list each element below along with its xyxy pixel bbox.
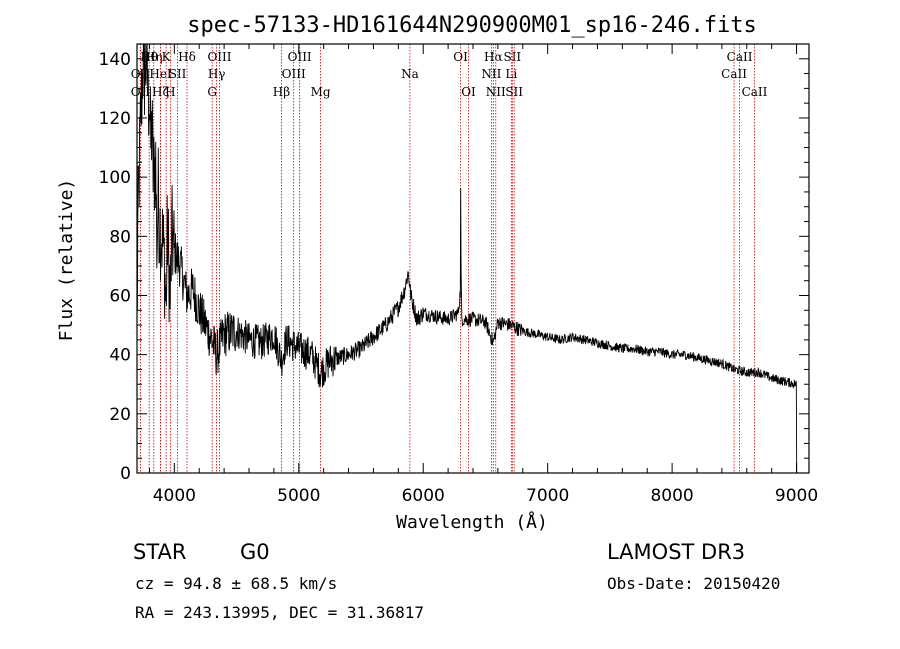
line-marker-label: K: [162, 50, 172, 64]
y-tick-label: 80: [109, 227, 131, 247]
line-marker-label: OIII: [282, 67, 306, 81]
y-tick-label: 0: [120, 464, 131, 484]
line-marker-label: OIII: [207, 50, 231, 64]
line-marker-label: CaII: [727, 50, 753, 64]
line-marker-label: OI: [453, 50, 468, 64]
coordinates: RA = 243.13995, DEC = 31.36817: [135, 603, 424, 622]
x-tick-label: 8000: [650, 486, 693, 506]
line-marker-label: OI: [461, 85, 476, 99]
x-tick-label: 7000: [526, 486, 569, 506]
line-marker-label: H: [165, 85, 175, 99]
line-marker-label: G: [207, 85, 217, 99]
line-marker-label: Hγ: [208, 67, 226, 81]
line-marker-label: NII: [481, 67, 501, 81]
y-axis-ticks: 0 20 40 60 80 100 120 140: [99, 43, 809, 484]
y-tick-label: 100: [99, 168, 131, 188]
line-marker-label: Hδ: [178, 50, 196, 64]
line-marker-label: Li: [505, 67, 517, 81]
line-marker-label: Hζ: [152, 85, 169, 99]
y-tick-label: 40: [109, 346, 131, 366]
spectrum: [136, 43, 798, 474]
emission-line-markers: OIIOIIHθHηHeIHζKHSIIHδGHγOIIIHβOIIIOIIIM…: [131, 44, 768, 473]
x-tick-label: 9000: [775, 486, 818, 506]
chart-title: spec-57133-HD161644N290900M01_sp16-246.f…: [187, 13, 757, 38]
redshift-info: cz = 94.8 ± 68.5 km/s: [135, 574, 338, 593]
line-marker-label: NII: [486, 85, 506, 99]
line-marker-label: Hη: [145, 50, 163, 64]
line-marker-label: SII: [503, 50, 521, 64]
line-marker-label: SII: [169, 67, 187, 81]
line-marker-label: OIII: [288, 50, 312, 64]
line-marker-label: Hα: [484, 50, 503, 64]
line-marker-label: CaII: [721, 67, 747, 81]
y-tick-label: 20: [109, 405, 131, 425]
line-marker-label: Hβ: [273, 85, 290, 99]
line-marker-label: Na: [401, 67, 419, 81]
line-marker-label: Mg: [311, 85, 331, 99]
x-tick-label: 5000: [277, 486, 320, 506]
y-tick-label: 140: [99, 50, 131, 70]
y-axis-label: Flux (relative): [56, 179, 77, 342]
plot-frame: [136, 43, 810, 474]
y-tick-label: 60: [109, 286, 131, 306]
survey-name: LAMOST DR3: [607, 540, 746, 564]
x-tick-label: 6000: [402, 486, 445, 506]
line-marker-label: CaII: [742, 85, 768, 99]
x-axis-label: Wavelength (Å): [396, 511, 548, 533]
flux-series-line: [136, 43, 798, 474]
object-class: STAR: [133, 540, 187, 564]
object-subclass: G0: [240, 540, 270, 564]
x-axis-ticks: 4000 5000 6000 7000 8000 9000: [148, 44, 818, 506]
x-tick-label: 4000: [153, 486, 196, 506]
line-marker-label: OII: [131, 85, 151, 99]
y-tick-label: 120: [99, 109, 131, 129]
line-marker-label: SII: [505, 85, 523, 99]
observation-date: Obs-Date: 20150420: [607, 574, 781, 593]
